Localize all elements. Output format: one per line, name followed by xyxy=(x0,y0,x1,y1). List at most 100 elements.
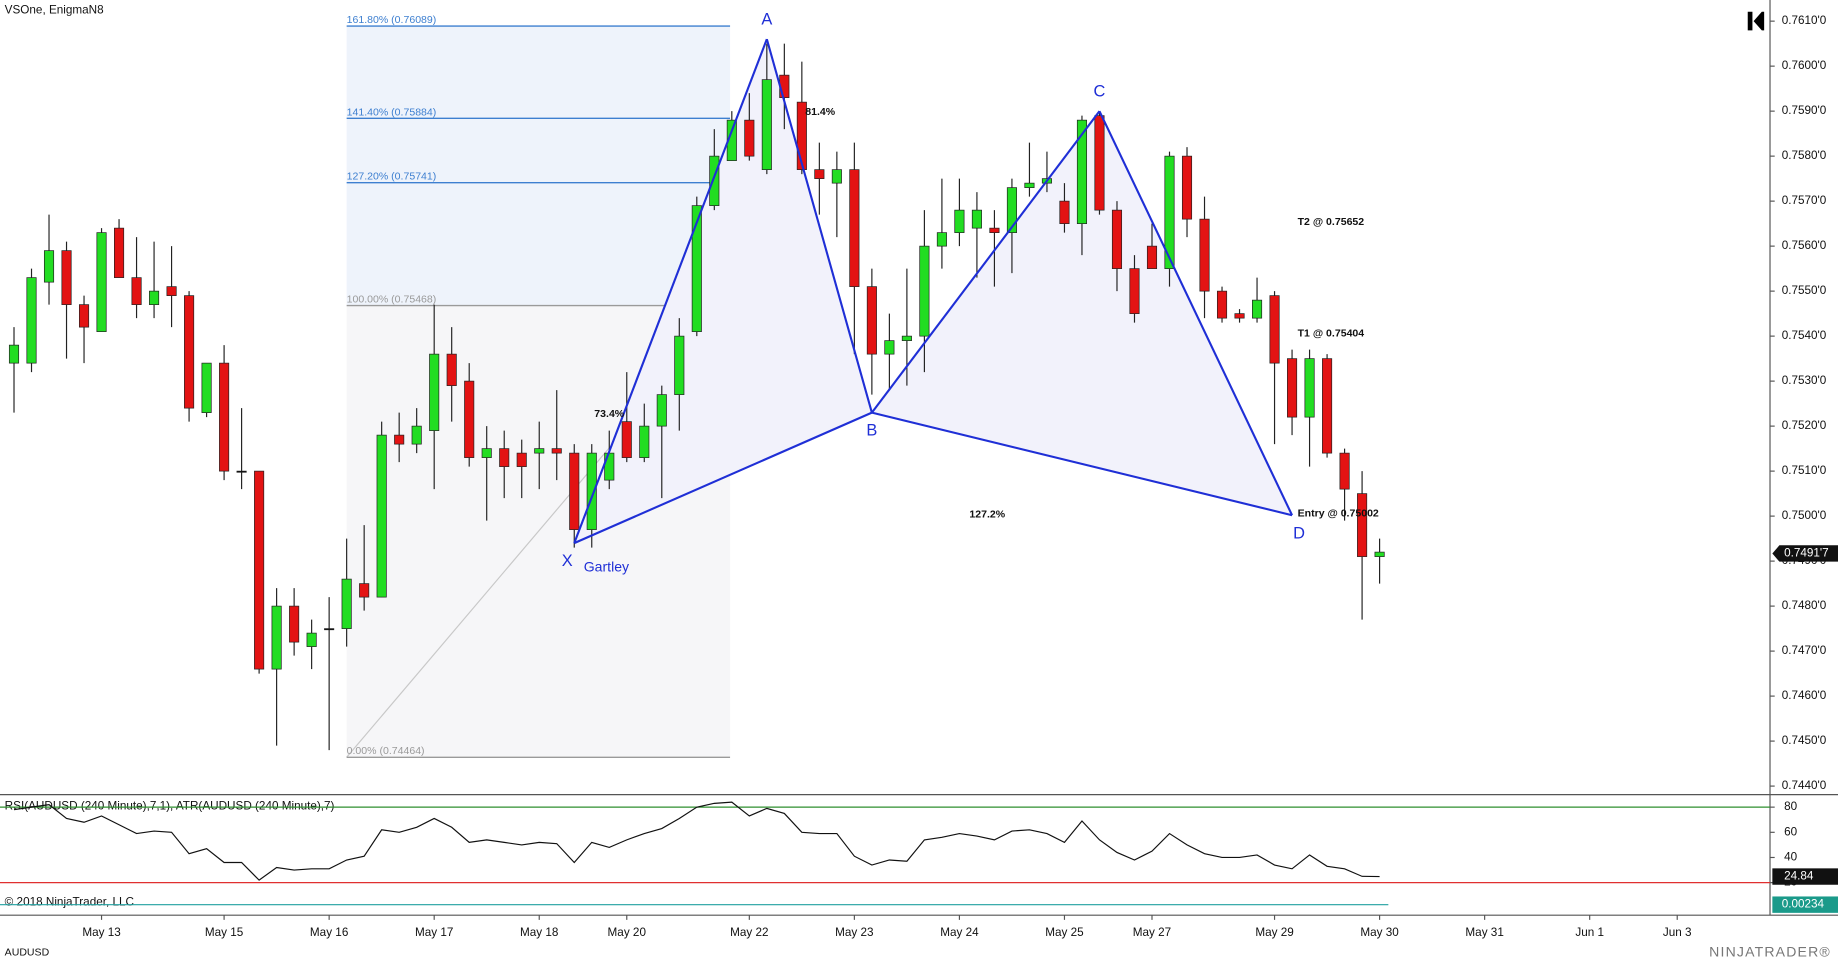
candle-body xyxy=(1006,187,1017,233)
last-price-label: 0.7491'7 xyxy=(1784,547,1829,560)
candle-body xyxy=(1076,119,1088,224)
y-tick-label: 0.7600'0 xyxy=(1782,59,1827,72)
y-tick-label: 0.7500'0 xyxy=(1782,509,1827,522)
candle-body xyxy=(359,583,370,598)
candle-body xyxy=(1111,209,1123,269)
pattern-line xyxy=(573,38,768,544)
candle-body xyxy=(639,425,650,458)
y-tick-label: 0.7610'0 xyxy=(1782,14,1827,27)
candle-body xyxy=(586,452,597,530)
pattern-point-label: C xyxy=(1094,83,1106,101)
x-tick-label: May 15 xyxy=(205,926,244,939)
candle-body xyxy=(429,353,440,431)
y-tick-label: 0.7520'0 xyxy=(1782,419,1827,432)
target-label: T1 @ 0.75404 xyxy=(1298,327,1365,339)
indicator-title: RSI(AUDUSD (240 Minute),7,1), ATR(AUDUSD… xyxy=(5,799,335,812)
chart-title: VSOne, EnigmaN8 xyxy=(5,4,104,17)
candle-body xyxy=(569,452,580,530)
candle-body xyxy=(306,632,317,647)
rsi-value-label: 24.84 xyxy=(1784,870,1814,883)
candle-body xyxy=(516,452,527,467)
candle-body xyxy=(1216,290,1228,319)
candle-body xyxy=(901,335,912,341)
x-tick-label: May 22 xyxy=(730,926,768,939)
copyright: © 2018 NinjaTrader, LLC xyxy=(5,895,134,908)
y-tick-label: 0.7460'0 xyxy=(1782,689,1827,702)
atr-value-label: 0.00234 xyxy=(1782,898,1825,911)
last-price-box xyxy=(1772,545,1838,562)
candle-body xyxy=(1339,452,1350,490)
candle-body xyxy=(1094,115,1105,211)
x-tick-label: May 18 xyxy=(520,926,558,939)
y-tick-label: 60 xyxy=(1784,825,1798,838)
candle-body xyxy=(1357,493,1368,557)
candle-body xyxy=(534,448,545,454)
y-tick-label: 0.7590'0 xyxy=(1782,104,1827,117)
candle-body xyxy=(796,101,807,170)
candle-body xyxy=(1252,299,1263,319)
candle-body xyxy=(114,227,125,278)
candle-body xyxy=(989,227,1000,233)
fib-label: 100.00% (0.75468) xyxy=(347,293,437,305)
candle-body xyxy=(831,169,842,184)
candle-body xyxy=(131,277,142,305)
candle-body xyxy=(1181,155,1193,220)
y-tick-label: 0.7450'0 xyxy=(1782,734,1827,747)
candle-body xyxy=(1164,155,1175,269)
candle-body xyxy=(149,290,160,305)
pattern-line xyxy=(1098,110,1294,516)
x-tick-label: May 24 xyxy=(940,926,979,939)
y-tick-label: 0.7560'0 xyxy=(1782,239,1827,252)
target-label: Entry @ 0.75002 xyxy=(1298,508,1379,520)
x-tick-label: May 16 xyxy=(310,926,348,939)
candle-body xyxy=(849,169,860,287)
logo: NINJATRADER® xyxy=(1709,943,1831,959)
ratio-label: 127.2% xyxy=(969,509,1005,521)
y-tick-label: 0.7440'0 xyxy=(1782,779,1827,792)
candle-body xyxy=(411,425,422,445)
candle-body xyxy=(341,578,352,629)
x-tick-label: May 13 xyxy=(82,926,120,939)
pattern-point-label: B xyxy=(866,422,877,440)
candle-body xyxy=(499,448,510,467)
x-tick-label: May 20 xyxy=(608,926,647,939)
candle-body xyxy=(709,155,720,206)
candle-body xyxy=(1199,218,1210,292)
candle-body xyxy=(481,448,492,458)
candle-body xyxy=(814,169,825,179)
y-tick-label: 0.7530'0 xyxy=(1782,374,1827,387)
collapse-icon[interactable] xyxy=(1747,11,1765,31)
candle-body xyxy=(96,232,107,332)
candle-body xyxy=(201,362,212,413)
y-tick-label: 0.7510'0 xyxy=(1782,464,1827,477)
pattern-point-label: X xyxy=(562,552,573,570)
rsi-line xyxy=(13,801,1380,881)
fib-label: 161.80% (0.76089) xyxy=(347,14,437,26)
candle-body xyxy=(936,232,947,247)
pattern-line xyxy=(573,411,873,545)
rsi-value-box xyxy=(1772,868,1838,885)
candle-body xyxy=(1269,295,1280,364)
candle-body xyxy=(61,250,72,305)
candle-body xyxy=(1059,200,1070,224)
candle-body xyxy=(289,605,300,643)
pattern-point-label: A xyxy=(761,11,772,29)
atr-value-box xyxy=(1772,896,1838,913)
candle-body xyxy=(166,286,177,296)
pattern-line xyxy=(871,110,1101,414)
candle-body xyxy=(919,245,930,337)
candle-body xyxy=(446,353,457,386)
candle-body xyxy=(26,277,37,364)
y-tick-label: 0.7540'0 xyxy=(1782,329,1827,342)
pattern-point-label: D xyxy=(1293,524,1305,542)
candle-body xyxy=(691,205,702,332)
x-tick-label: May 31 xyxy=(1465,926,1503,939)
symbol: AUDUSD xyxy=(5,946,50,958)
candle-body xyxy=(884,340,895,355)
pattern-area xyxy=(871,111,1293,516)
candle-body xyxy=(236,470,247,473)
fib-label: 127.20% (0.75741) xyxy=(347,171,437,183)
candle-body xyxy=(394,434,405,445)
